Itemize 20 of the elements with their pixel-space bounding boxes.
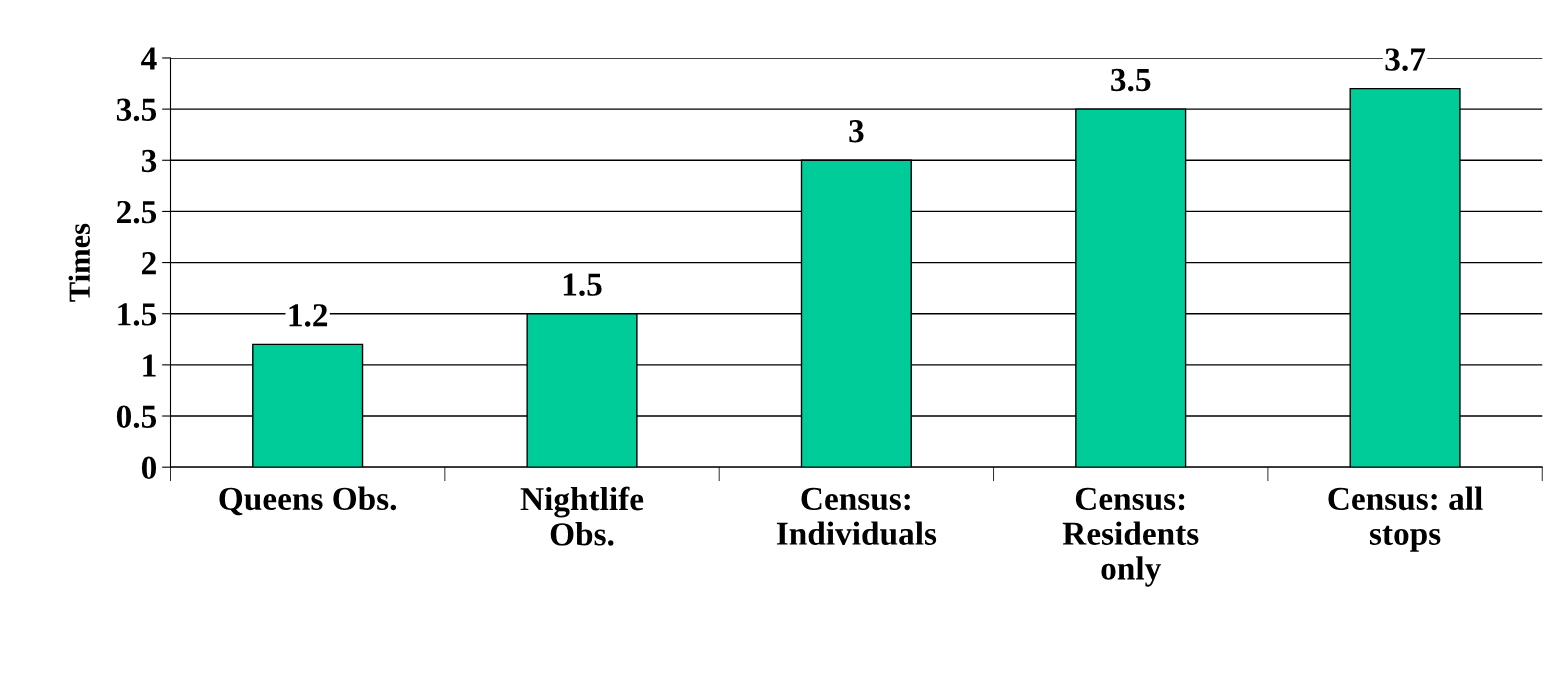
y-tick-label: 0.5 (116, 405, 157, 429)
y-axis-title: Times (68, 223, 90, 302)
y-tick-label: 3 (141, 149, 157, 173)
x-tick-label: Nightlife Obs. (520, 486, 644, 546)
x-tick-label: Census: all stops (1328, 486, 1483, 552)
data-label: 3 (849, 119, 864, 143)
y-tick-label: 1 (143, 354, 156, 377)
x-tick-label: Census: Residents only (1062, 487, 1199, 587)
y-tick-label: 2.5 (117, 200, 157, 224)
y-tick-label: 4 (141, 47, 157, 70)
data-label: 1.5 (563, 273, 602, 296)
y-tick-label: 1.5 (118, 303, 157, 326)
x-tick-label: Census: Individuals (776, 487, 937, 546)
x-tick-label: Queens Obs. (219, 486, 397, 516)
data-label: 1.2 (289, 304, 328, 327)
y-tick-label: 3.5 (116, 98, 157, 122)
y-tick-label: 0 (141, 456, 157, 480)
y-tick-label: 2 (142, 252, 156, 275)
data-label: 3.5 (1111, 68, 1151, 92)
data-label: 3.7 (1385, 48, 1426, 71)
